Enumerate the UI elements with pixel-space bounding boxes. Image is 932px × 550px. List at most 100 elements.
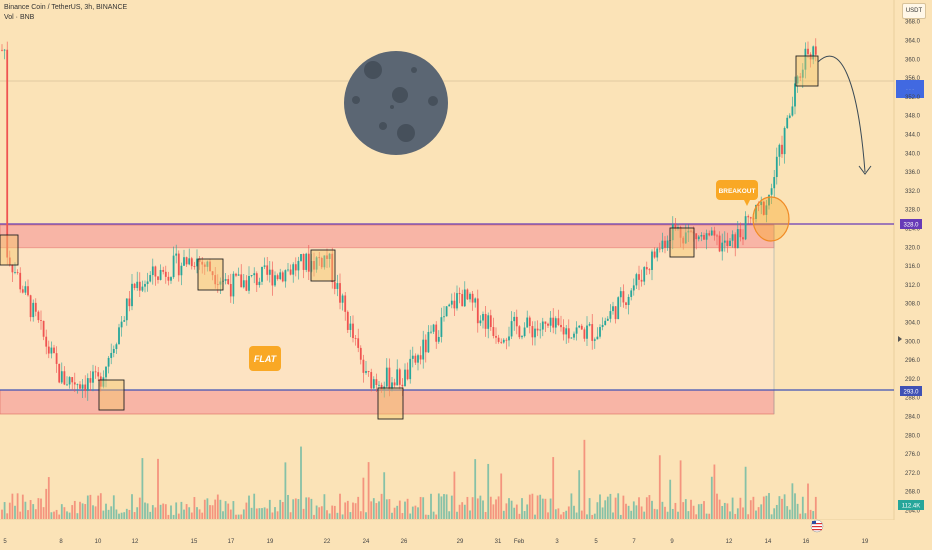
price-tick-label: 356.0 [905, 76, 921, 82]
candle-body [435, 324, 438, 342]
volume-bar [562, 512, 565, 519]
candle-body [573, 333, 575, 338]
candle-body [461, 294, 464, 307]
volume-bar [736, 508, 739, 519]
volume-bar [619, 514, 622, 519]
highlight-box[interactable] [197, 258, 224, 291]
candle-body [47, 346, 50, 354]
candle-body [482, 314, 484, 321]
price-tick-label: 364.0 [905, 39, 921, 45]
candle-body [684, 232, 687, 244]
highlight-box[interactable] [669, 227, 695, 258]
candle-body [718, 235, 721, 252]
time-tick-label: 7 [632, 539, 636, 545]
breakout-circle[interactable] [752, 196, 790, 242]
resistance-zone[interactable] [0, 224, 775, 249]
candle-body [250, 275, 253, 277]
volume-bar [765, 495, 768, 519]
candle-body [492, 327, 495, 336]
candle-body [697, 236, 700, 240]
candle-body [773, 177, 776, 189]
candle-body [687, 230, 690, 233]
candle-body [456, 293, 458, 309]
price-tick-label: 280.0 [905, 433, 921, 439]
volume-bar [749, 500, 752, 519]
candle-body [786, 117, 789, 129]
time-tick-label: 22 [324, 539, 331, 545]
volume-bar [157, 458, 159, 519]
breakout-tag[interactable]: BREAKOUT [716, 180, 758, 206]
volume-bar [151, 505, 154, 519]
volume-bar [690, 499, 692, 519]
time-axis-panel[interactable] [0, 520, 894, 550]
volume-bar [645, 497, 648, 519]
us-flag-icon[interactable] [810, 519, 824, 533]
volume-bar [768, 493, 770, 519]
volume-bar [682, 502, 685, 519]
volume-badge[interactable]: 112.4K [898, 500, 924, 510]
highlight-box[interactable] [0, 234, 19, 266]
candle-body [664, 240, 666, 248]
current-price-marker[interactable] [896, 80, 924, 98]
resistance-badge[interactable]: 328.0 [900, 219, 922, 229]
candle-body [796, 76, 799, 84]
volume-bar [677, 511, 679, 519]
volume-badge-text: 112.4K [902, 504, 921, 510]
candle-body [136, 281, 139, 289]
volume-bar [739, 497, 742, 519]
candle-body [713, 230, 716, 236]
volume-bar [198, 509, 201, 519]
candle-body [60, 371, 63, 383]
candle-body [612, 306, 614, 312]
price-tick-label: 332.0 [905, 189, 921, 195]
volume-bar [328, 513, 331, 519]
volume-bar [268, 499, 271, 519]
volume-bar [770, 514, 773, 519]
volume-bar [391, 512, 393, 519]
candle-body [638, 274, 640, 280]
candle-body [658, 248, 661, 250]
candle-body [118, 327, 120, 345]
candle-body [227, 279, 230, 285]
candle-body [354, 338, 357, 339]
volume-bar [47, 477, 50, 519]
candle-body [411, 355, 414, 359]
candle-body [723, 240, 726, 243]
currency-button[interactable]: USDT [902, 3, 926, 19]
candle-body [344, 295, 347, 312]
price-axis-labels: 368.0 364.0 360.0 356.0 352.0 348.0 344.0 340.0… [905, 20, 921, 515]
candle-body [209, 261, 211, 272]
volume-bar [713, 464, 716, 519]
volume-bar [604, 500, 607, 519]
volume-bar [565, 510, 568, 519]
flat-tag[interactable]: FLAT [249, 346, 281, 371]
candle-body [154, 266, 157, 277]
volume-bar [427, 514, 430, 519]
highlight-box[interactable] [98, 379, 125, 411]
highlight-box[interactable] [377, 387, 404, 420]
highlight-box[interactable] [310, 249, 336, 282]
volume-bar [679, 460, 682, 519]
volume-bar [622, 495, 625, 519]
candle-body [799, 76, 802, 78]
candle-body [216, 284, 219, 286]
support-badge[interactable]: 293.0 [900, 386, 922, 396]
highlight-box[interactable] [795, 55, 819, 87]
candle-body [326, 255, 328, 259]
volume-bar [661, 501, 664, 519]
volume-bar [250, 507, 253, 519]
candle-body [328, 253, 331, 259]
candle-body [11, 264, 14, 273]
volume-bar [315, 505, 318, 519]
candle-body [248, 276, 250, 291]
axis-scroll-marker[interactable] [898, 336, 902, 342]
candle-body [29, 295, 32, 318]
candle-body [380, 384, 383, 391]
forecast-arrow[interactable] [817, 55, 866, 173]
candle-body [159, 269, 162, 280]
volume-bar [666, 511, 669, 519]
volume-bar [627, 505, 630, 519]
volume-bar [45, 488, 48, 519]
